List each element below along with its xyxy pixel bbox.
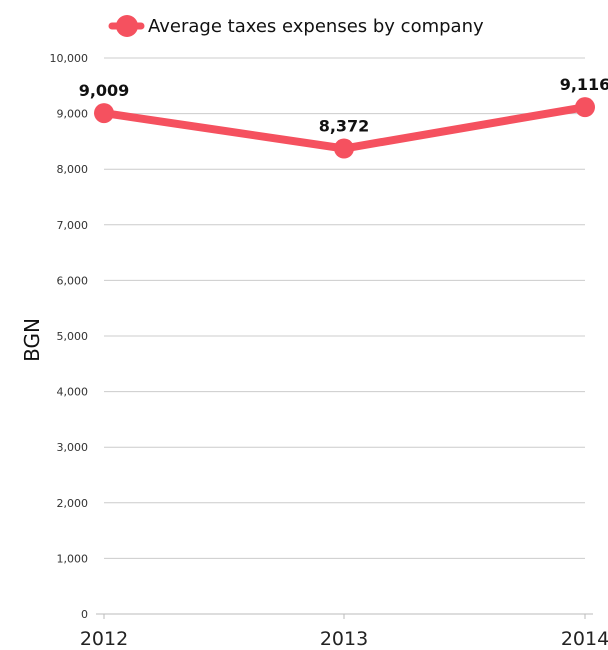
y-tick-label: 8,000 (57, 163, 89, 176)
data-point (575, 97, 595, 118)
y-tick-label: 1,000 (57, 552, 89, 565)
x-tick-label: 2014 (561, 628, 608, 650)
y-tick-label: 3,000 (57, 441, 89, 454)
legend-marker-icon (108, 15, 145, 37)
data-label: 8,372 (319, 117, 370, 136)
x-tick-label: 2012 (80, 628, 128, 650)
y-tick-label: 0 (81, 608, 88, 621)
y-tick-label: 6,000 (57, 274, 89, 287)
y-tick-label: 9,000 (57, 108, 89, 121)
y-tick-label: 7,000 (57, 219, 89, 232)
gridlines (104, 57, 585, 559)
y-axis-label: BGN (20, 318, 44, 362)
y-axis-ticks: 0 1,000 2,000 3,000 4,000 5,000 6,000 7,000 8,00… (50, 52, 89, 621)
data-label: 9,116 (560, 75, 608, 94)
legend-label: Average taxes expenses by company (148, 16, 484, 37)
y-tick-label: 2,000 (57, 497, 89, 510)
series (94, 97, 595, 159)
data-labels: 9,009 8,372 9,116 (79, 75, 608, 135)
x-tick-label: 2013 (320, 628, 368, 650)
y-tick-label: 4,000 (57, 386, 89, 399)
data-point (94, 103, 114, 124)
x-axis-ticks: 2012 2013 2014 (80, 614, 608, 650)
legend: Average taxes expenses by company (108, 15, 484, 37)
y-tick-label: 10,000 (50, 52, 89, 65)
data-point (334, 138, 354, 159)
data-label: 9,009 (79, 81, 130, 100)
y-tick-label: 5,000 (57, 330, 89, 343)
